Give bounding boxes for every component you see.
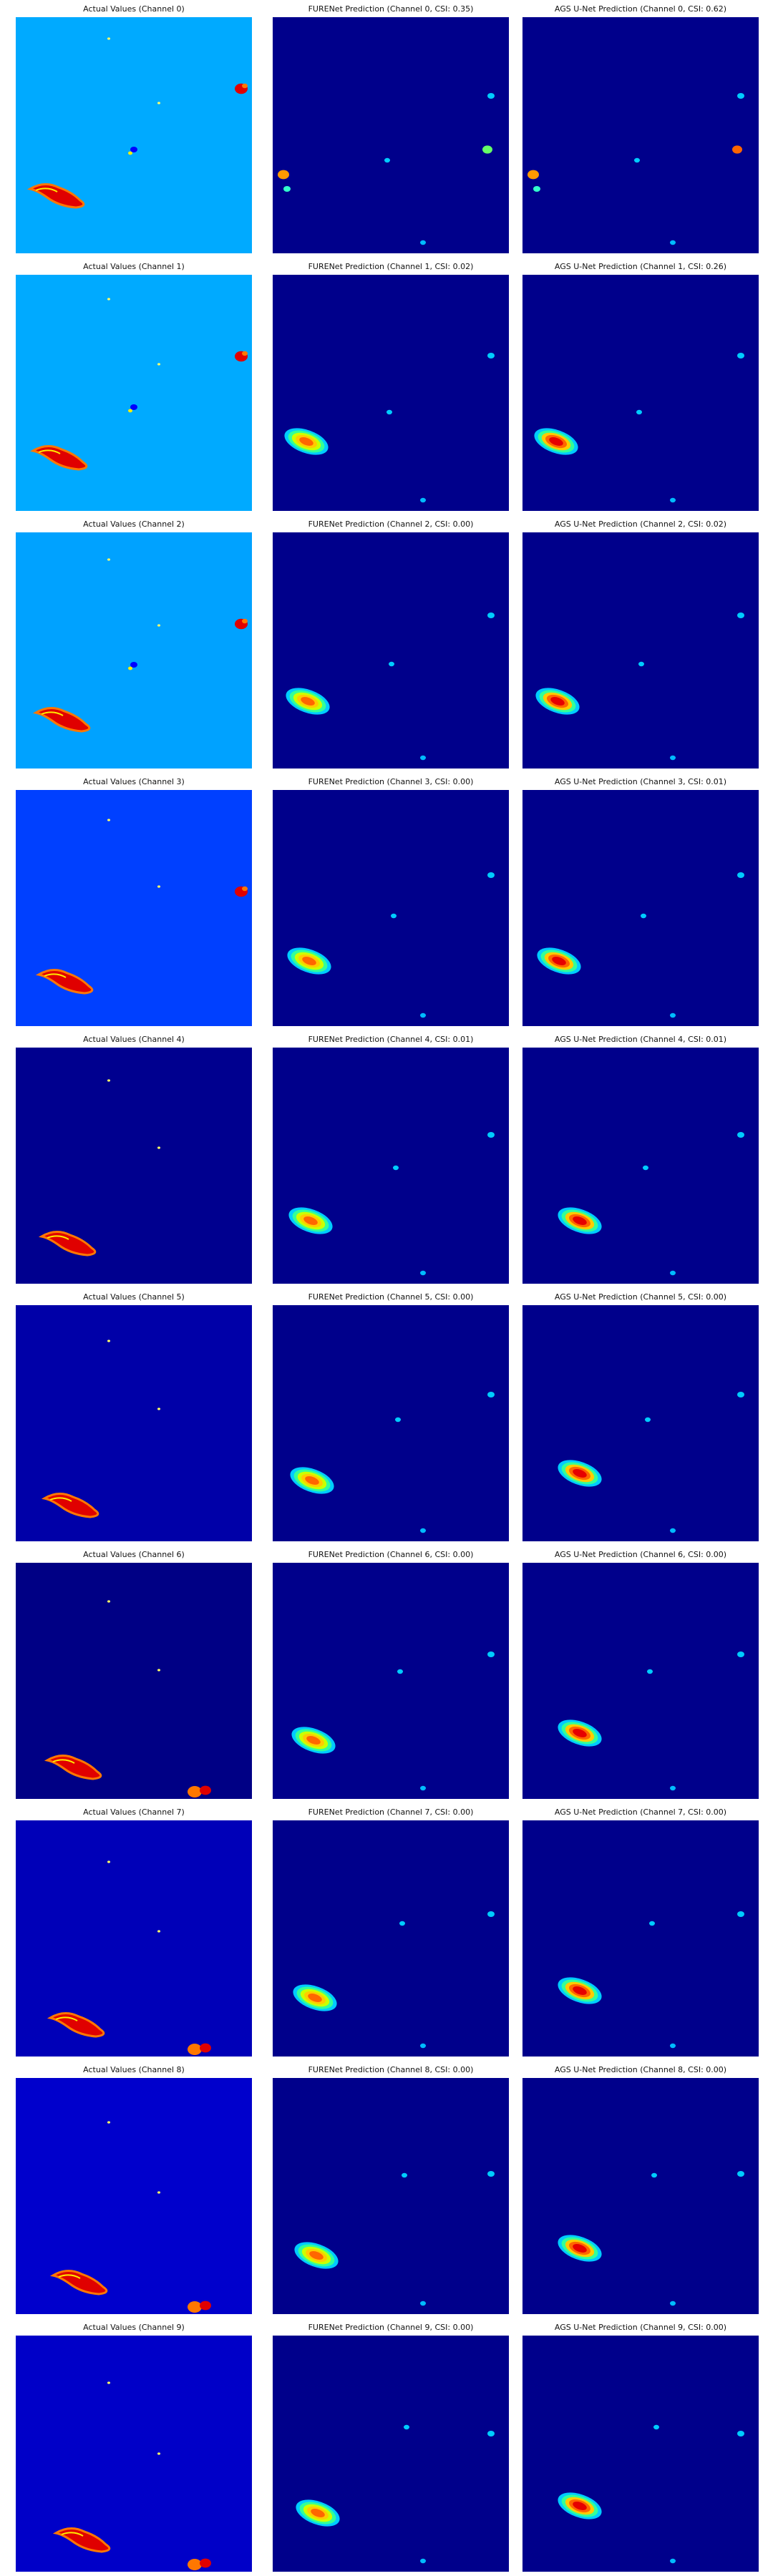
actual-heatmap-image xyxy=(16,790,252,1026)
panel-row8-col2: AGS U-Net Prediction (Channel 8, CSI: 0.… xyxy=(522,2064,759,2314)
panel-row9-col0: Actual Values (Channel 9) xyxy=(16,2321,252,2572)
panel-row2-col0: Actual Values (Channel 2) xyxy=(16,518,252,769)
prediction-heatmap-image xyxy=(273,1563,509,1799)
panel-row3-col2: AGS U-Net Prediction (Channel 3, CSI: 0.… xyxy=(522,776,759,1026)
prediction-heatmap-image xyxy=(273,2336,509,2572)
panel-row4-col2: AGS U-Net Prediction (Channel 4, CSI: 0.… xyxy=(522,1033,759,1284)
panel-row3-col1: FURENet Prediction (Channel 3, CSI: 0.00… xyxy=(273,776,509,1026)
panel-title: FURENet Prediction (Channel 9, CSI: 0.00… xyxy=(308,2323,474,2332)
panel-title: FURENet Prediction (Channel 0, CSI: 0.35… xyxy=(308,4,474,14)
panel-title: Actual Values (Channel 8) xyxy=(83,2065,185,2074)
panel-title: Actual Values (Channel 4) xyxy=(83,1035,185,1044)
prediction-heatmap-image xyxy=(522,1305,759,1541)
prediction-heatmap-image xyxy=(522,1563,759,1799)
panel-title: AGS U-Net Prediction (Channel 0, CSI: 0.… xyxy=(554,4,727,14)
panel-row2-col2: AGS U-Net Prediction (Channel 2, CSI: 0.… xyxy=(522,518,759,769)
panel-title: FURENet Prediction (Channel 5, CSI: 0.00… xyxy=(308,1292,474,1302)
panel-title: FURENet Prediction (Channel 8, CSI: 0.00… xyxy=(308,2065,474,2074)
panel-title: FURENet Prediction (Channel 3, CSI: 0.00… xyxy=(308,777,474,786)
actual-heatmap-image xyxy=(16,532,252,769)
actual-heatmap-image xyxy=(16,1048,252,1284)
panel-row9-col2: AGS U-Net Prediction (Channel 9, CSI: 0.… xyxy=(522,2321,759,2572)
panel-title: Actual Values (Channel 9) xyxy=(83,2323,185,2332)
panel-row7-col2: AGS U-Net Prediction (Channel 7, CSI: 0.… xyxy=(522,1806,759,2057)
prediction-heatmap-image xyxy=(522,2336,759,2572)
actual-heatmap-image xyxy=(16,2336,252,2572)
prediction-heatmap-image xyxy=(522,17,759,253)
panel-row9-col1: FURENet Prediction (Channel 9, CSI: 0.00… xyxy=(273,2321,509,2572)
panel-row8-col0: Actual Values (Channel 8) xyxy=(16,2064,252,2314)
panel-title: AGS U-Net Prediction (Channel 4, CSI: 0.… xyxy=(554,1035,727,1044)
prediction-heatmap-image xyxy=(273,1048,509,1284)
panel-title: AGS U-Net Prediction (Channel 9, CSI: 0.… xyxy=(554,2323,727,2332)
prediction-heatmap-image xyxy=(522,1048,759,1284)
panel-title: Actual Values (Channel 3) xyxy=(83,777,185,786)
prediction-heatmap-image xyxy=(522,275,759,511)
panel-title: Actual Values (Channel 2) xyxy=(83,519,185,529)
panel-title: Actual Values (Channel 1) xyxy=(83,262,185,271)
prediction-heatmap-image xyxy=(522,532,759,769)
prediction-heatmap-image xyxy=(273,1305,509,1541)
panel-title: Actual Values (Channel 0) xyxy=(83,4,185,14)
panel-row8-col1: FURENet Prediction (Channel 8, CSI: 0.00… xyxy=(273,2064,509,2314)
prediction-heatmap-image xyxy=(273,790,509,1026)
panel-row3-col0: Actual Values (Channel 3) xyxy=(16,776,252,1026)
actual-heatmap-image xyxy=(16,17,252,253)
panel-title: AGS U-Net Prediction (Channel 8, CSI: 0.… xyxy=(554,2065,727,2074)
panel-row5-col2: AGS U-Net Prediction (Channel 5, CSI: 0.… xyxy=(522,1291,759,1541)
panel-title: FURENet Prediction (Channel 4, CSI: 0.01… xyxy=(308,1035,474,1044)
panel-title: FURENet Prediction (Channel 6, CSI: 0.00… xyxy=(308,1550,474,1559)
actual-heatmap-image xyxy=(16,275,252,511)
panel-title: AGS U-Net Prediction (Channel 2, CSI: 0.… xyxy=(554,519,727,529)
panel-row6-col2: AGS U-Net Prediction (Channel 6, CSI: 0.… xyxy=(522,1548,759,1799)
panel-title: AGS U-Net Prediction (Channel 3, CSI: 0.… xyxy=(554,777,727,786)
actual-heatmap-image xyxy=(16,1820,252,2057)
panel-row5-col1: FURENet Prediction (Channel 5, CSI: 0.00… xyxy=(273,1291,509,1541)
panel-title: FURENet Prediction (Channel 2, CSI: 0.00… xyxy=(308,519,474,529)
prediction-heatmap-image xyxy=(273,2078,509,2314)
panel-row1-col1: FURENet Prediction (Channel 1, CSI: 0.02… xyxy=(273,260,509,511)
panel-row0-col0: Actual Values (Channel 0) xyxy=(16,3,252,253)
panel-row6-col0: Actual Values (Channel 6) xyxy=(16,1548,252,1799)
prediction-heatmap-image xyxy=(273,275,509,511)
prediction-heatmap-image xyxy=(273,17,509,253)
panel-row0-col2: AGS U-Net Prediction (Channel 0, CSI: 0.… xyxy=(522,3,759,253)
panel-title: AGS U-Net Prediction (Channel 1, CSI: 0.… xyxy=(554,262,727,271)
panel-row4-col0: Actual Values (Channel 4) xyxy=(16,1033,252,1284)
panel-title: Actual Values (Channel 5) xyxy=(83,1292,185,1302)
panel-title: AGS U-Net Prediction (Channel 7, CSI: 0.… xyxy=(554,1807,727,1817)
panel-title: FURENet Prediction (Channel 7, CSI: 0.00… xyxy=(308,1807,474,1817)
prediction-heatmap-image xyxy=(273,532,509,769)
panel-title: AGS U-Net Prediction (Channel 6, CSI: 0.… xyxy=(554,1550,727,1559)
actual-heatmap-image xyxy=(16,1305,252,1541)
panel-row2-col1: FURENet Prediction (Channel 2, CSI: 0.00… xyxy=(273,518,509,769)
prediction-heatmap-image xyxy=(273,1820,509,2057)
panel-title: Actual Values (Channel 6) xyxy=(83,1550,185,1559)
actual-heatmap-image xyxy=(16,1563,252,1799)
prediction-heatmap-image xyxy=(522,790,759,1026)
panel-title: Actual Values (Channel 7) xyxy=(83,1807,185,1817)
panel-row7-col1: FURENet Prediction (Channel 7, CSI: 0.00… xyxy=(273,1806,509,2057)
panel-title: FURENet Prediction (Channel 1, CSI: 0.02… xyxy=(308,262,474,271)
panel-row7-col0: Actual Values (Channel 7) xyxy=(16,1806,252,2057)
panel-title: AGS U-Net Prediction (Channel 5, CSI: 0.… xyxy=(554,1292,727,1302)
panel-row1-col2: AGS U-Net Prediction (Channel 1, CSI: 0.… xyxy=(522,260,759,511)
panel-row6-col1: FURENet Prediction (Channel 6, CSI: 0.00… xyxy=(273,1548,509,1799)
actual-heatmap-image xyxy=(16,2078,252,2314)
panel-row5-col0: Actual Values (Channel 5) xyxy=(16,1291,252,1541)
prediction-heatmap-image xyxy=(522,2078,759,2314)
panel-row1-col0: Actual Values (Channel 1) xyxy=(16,260,252,511)
prediction-heatmap-image xyxy=(522,1820,759,2057)
panel-row4-col1: FURENet Prediction (Channel 4, CSI: 0.01… xyxy=(273,1033,509,1284)
panel-row0-col1: FURENet Prediction (Channel 0, CSI: 0.35… xyxy=(273,3,509,253)
